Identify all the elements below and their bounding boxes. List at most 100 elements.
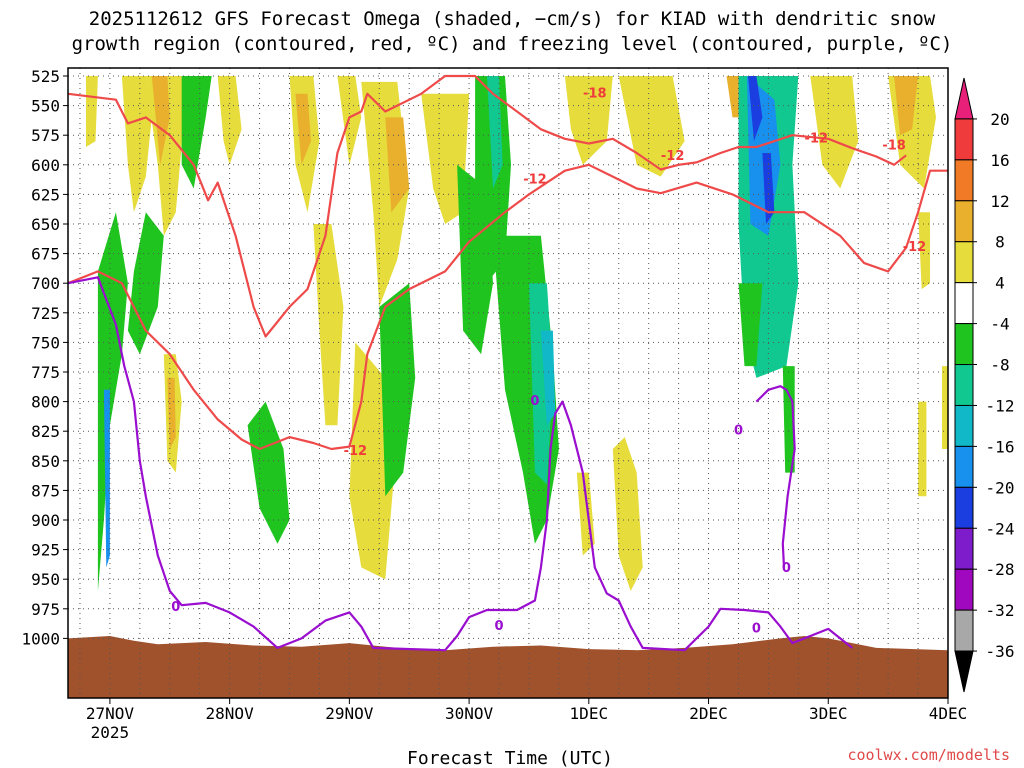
chart-title-line1: 2025112612 GFS Forecast Omega (shaded, −… [89,8,936,30]
terrain-surface [68,636,948,698]
contour-label-5: -12 [903,240,927,255]
omega-shade-region-19 [379,283,416,497]
y-tick-label: 975 [31,600,60,619]
colorbar-level-label: -32 [986,601,1015,620]
contour-label-10: 0 [734,424,743,439]
contour-label-0: -18 [583,86,607,101]
colorbar-level-label: -36 [986,642,1015,661]
dgz-contour-lower [68,163,948,451]
y-tick-label: 575 [31,126,60,145]
colorbar-level-label: 20 [990,110,1009,129]
colorbar-bin-top [954,77,974,120]
y-tick-label: 700 [31,274,60,293]
omega-shade-region-34 [738,283,763,367]
plot-area: -18 -12 -12 -12 -18 -12 -12 0 0 0 0 0 0 [67,67,949,699]
omega-shade-region-13 [247,401,290,544]
colorbar-level-label: 12 [990,192,1009,211]
omega-shade-region-8 [217,76,242,165]
y-tick-label: 525 [31,67,60,86]
colorbar-bin [954,159,974,202]
terrain-fill [68,636,948,698]
omega-shade-region-0 [86,76,98,147]
omega-shade-region-43 [918,401,927,497]
colorbar-bin [954,364,974,406]
colorbar-bin [954,200,974,243]
y-tick-label: 875 [31,481,60,500]
credit-label: coolwx.com/modelts [847,746,1010,764]
y-tick-label: 800 [31,393,60,412]
omega-shade-region-26 [540,330,556,426]
contour-label-3: -12 [805,131,829,146]
x-axis-label: Forecast Time (UTC) [407,748,613,768]
colorbar-bin [954,323,974,366]
omega-shade-region-27 [564,76,613,165]
colorbar-level-label: -4 [990,315,1009,334]
colorbar-level-label: 16 [990,151,1009,170]
x-tick-label: 29NOV [325,704,374,723]
x-tick-label: 30NOV [445,704,494,723]
omega-shade-region-2 [145,76,185,236]
y-tick-label: 950 [31,570,60,589]
omega-shade-region-23 [457,164,493,355]
omega-shade-region-12 [295,93,311,165]
omega-shade-region-17 [385,117,410,213]
y-tick-label: 600 [31,156,60,175]
y-tick-label: 850 [31,452,60,471]
colorbar-level-label: -8 [990,356,1009,375]
contour-labels: -18 -12 -12 -12 -18 -12 -12 0 0 0 0 0 0 [171,86,926,636]
omega-shade-region-20 [421,93,470,224]
contour-label-12: 0 [752,621,761,636]
colorbar-bin [954,282,974,325]
contour-label-2: -12 [661,149,685,164]
colorbar: 20 16 12 8 4 -4 -8 -12 -16 -20 -24 -28 -32 -36 [954,77,1015,693]
x-tick-year-label: 2025 [91,723,130,742]
colorbar-bin [954,118,974,161]
y-tick-label: 900 [31,511,60,530]
omega-shade-region-41 [894,76,919,136]
colorbar-level-label: -12 [986,396,1015,415]
y-tick-label: 825 [31,422,60,441]
colorbar-bin-bottom [954,650,974,693]
omega-shade-region-7 [103,389,110,568]
colorbar-level-label: 4 [995,274,1005,293]
chart-title-line2: growth region (contoured, red, ºC) and f… [72,33,953,55]
omega-shade-region-22 [487,76,503,189]
omega-shade-region-44 [942,366,948,449]
dgz-contour-upper [68,74,907,338]
colorbar-level-label: -28 [986,560,1015,579]
y-tick-label: 750 [31,333,60,352]
y-tick-label: 925 [31,541,60,560]
colorbar-level-label: -16 [986,437,1015,456]
colorbar-bin [954,486,974,529]
y-tick-label: 675 [31,245,60,264]
y-tick-label: 625 [31,185,60,204]
colorbar-bin [954,609,974,652]
contour-label-4: -18 [882,138,906,153]
y-tick-label: 550 [31,97,60,116]
omega-shade-region-29 [612,437,643,591]
omega-shade-region-14 [313,224,344,426]
omega-shade-region-36 [748,76,763,142]
x-tick-label: 2DEC [689,704,728,723]
contour-label-6: -12 [344,444,368,459]
x-tick-label: 27NOV [86,704,135,723]
contour-label-1: -12 [523,173,547,188]
x-tick-label: 3DEC [809,704,848,723]
contours [68,74,948,652]
colorbar-bin [954,568,974,611]
omega-shade-region-4 [127,212,164,355]
y-tick-label: 725 [31,304,60,323]
colorbar-level-label: -24 [986,519,1015,538]
colorbar-level-label: -20 [986,478,1015,497]
colorbar-bin [954,527,974,570]
omega-shade-region-38 [782,366,795,473]
x-tick-label: 1DEC [570,704,609,723]
contour-label-11: 0 [782,561,791,576]
colorbar-bin [954,445,974,488]
colorbar-bin [954,404,974,447]
x-tick-label: 4DEC [929,704,968,723]
y-tick-label: 1000 [21,629,60,648]
omega-shade-region-1 [121,76,152,213]
